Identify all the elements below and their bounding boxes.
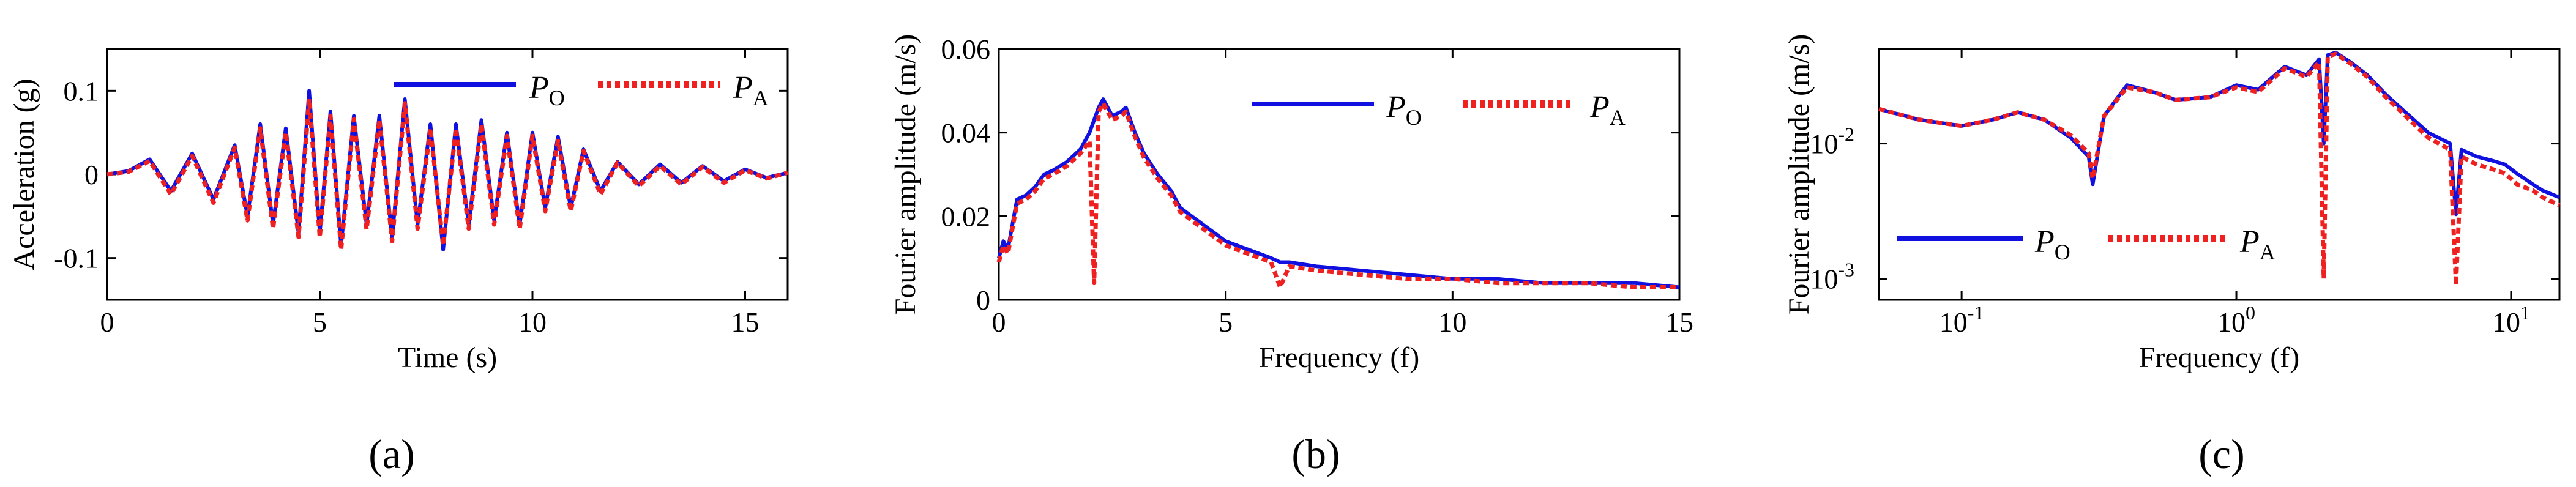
panel-b-x-tick-label: 5 <box>1219 307 1233 338</box>
panel-a-x-tick-label: 10 <box>518 307 547 338</box>
panel-c-y-tick-label: 10-3 <box>1810 259 1854 295</box>
panel-c-x-tick-label: 10-1 <box>1939 302 1984 338</box>
panel-c-y-axis-label: Fourier amplitude (m/s) <box>1783 34 1815 315</box>
panel-a-chart: 0 5 10 15 -0.1 0 0.1 Time (s) Acceleration (g)… <box>8 48 789 477</box>
panel-a-x-tick-label: 5 <box>313 307 327 338</box>
panel-b-x-tick-label: 0 <box>992 307 1006 338</box>
panel-b-y-axis-label: Fourier amplitude (m/s) <box>889 34 922 315</box>
panel-c-x-axis-label: Frequency (f) <box>2139 341 2300 374</box>
panel-a-x-tick-label: 0 <box>100 307 114 338</box>
panel-c-legend: PO PA <box>1897 225 2275 264</box>
panel-b-x-tick-label: 10 <box>1438 307 1466 338</box>
panel-c-plot-area <box>1878 48 2561 301</box>
panel-a-y-tick-label: 0 <box>84 159 99 190</box>
panel-a-y-tick-label: 0.1 <box>64 75 99 106</box>
panel-c-y-tick-label: 10-2 <box>1810 124 1854 160</box>
panel-a-x-tick-label: 15 <box>731 307 760 338</box>
panel-c-legend-label-po: PO <box>2034 225 2070 264</box>
panel-c-x-tick-label: 100 <box>2217 302 2255 338</box>
panel-b-legend: PO PA <box>1252 90 1626 130</box>
panel-a-y-axis-label: Acceleration (g) <box>8 78 40 270</box>
panel-b-x-tick-label: 15 <box>1665 307 1693 338</box>
panel-b-label: (b) <box>1291 431 1340 477</box>
panel-b-series-p-a <box>996 101 1679 289</box>
panel-c-legend-label-pa: PA <box>2239 225 2275 264</box>
panel-c-label: (c) <box>2198 431 2244 477</box>
panel-b-legend-label-po: PO <box>1386 90 1422 130</box>
panel-b-y-tick-label: 0.06 <box>941 34 991 65</box>
panel-c-chart: 10-1 100 101 10-3 10-2 Frequency (f) Fourier… <box>1783 34 2561 477</box>
panel-c-x-tick-label: 101 <box>2492 302 2530 338</box>
panel-a-y-tick-label: -0.1 <box>54 243 99 274</box>
panel-a-legend-label-po: PO <box>529 70 565 110</box>
panel-b-chart: 0 5 10 15 0 0.02 0.04 0.06 Frequency (f) Fourie… <box>889 34 1693 477</box>
panel-b-legend-label-pa: PA <box>1589 90 1626 130</box>
panel-b-y-tick-label: 0.02 <box>941 201 991 232</box>
panel-c-series-p-o <box>1878 50 2561 217</box>
panel-a-label: (a) <box>368 431 414 477</box>
panel-b-x-axis-label: Frequency (f) <box>1259 341 1420 374</box>
panel-c-series-p-a <box>1878 51 2561 288</box>
panel-b-y-tick-label: 0 <box>976 284 990 316</box>
panel-a-legend: PO PA <box>394 70 769 110</box>
panel-b-y-tick-label: 0.04 <box>941 117 991 149</box>
panel-a-legend-label-pa: PA <box>733 70 769 110</box>
panel-b-plot-area <box>998 48 1681 301</box>
panel-a-x-axis-label: Time (s) <box>398 341 497 374</box>
panel-a-series-p-a <box>106 97 788 252</box>
